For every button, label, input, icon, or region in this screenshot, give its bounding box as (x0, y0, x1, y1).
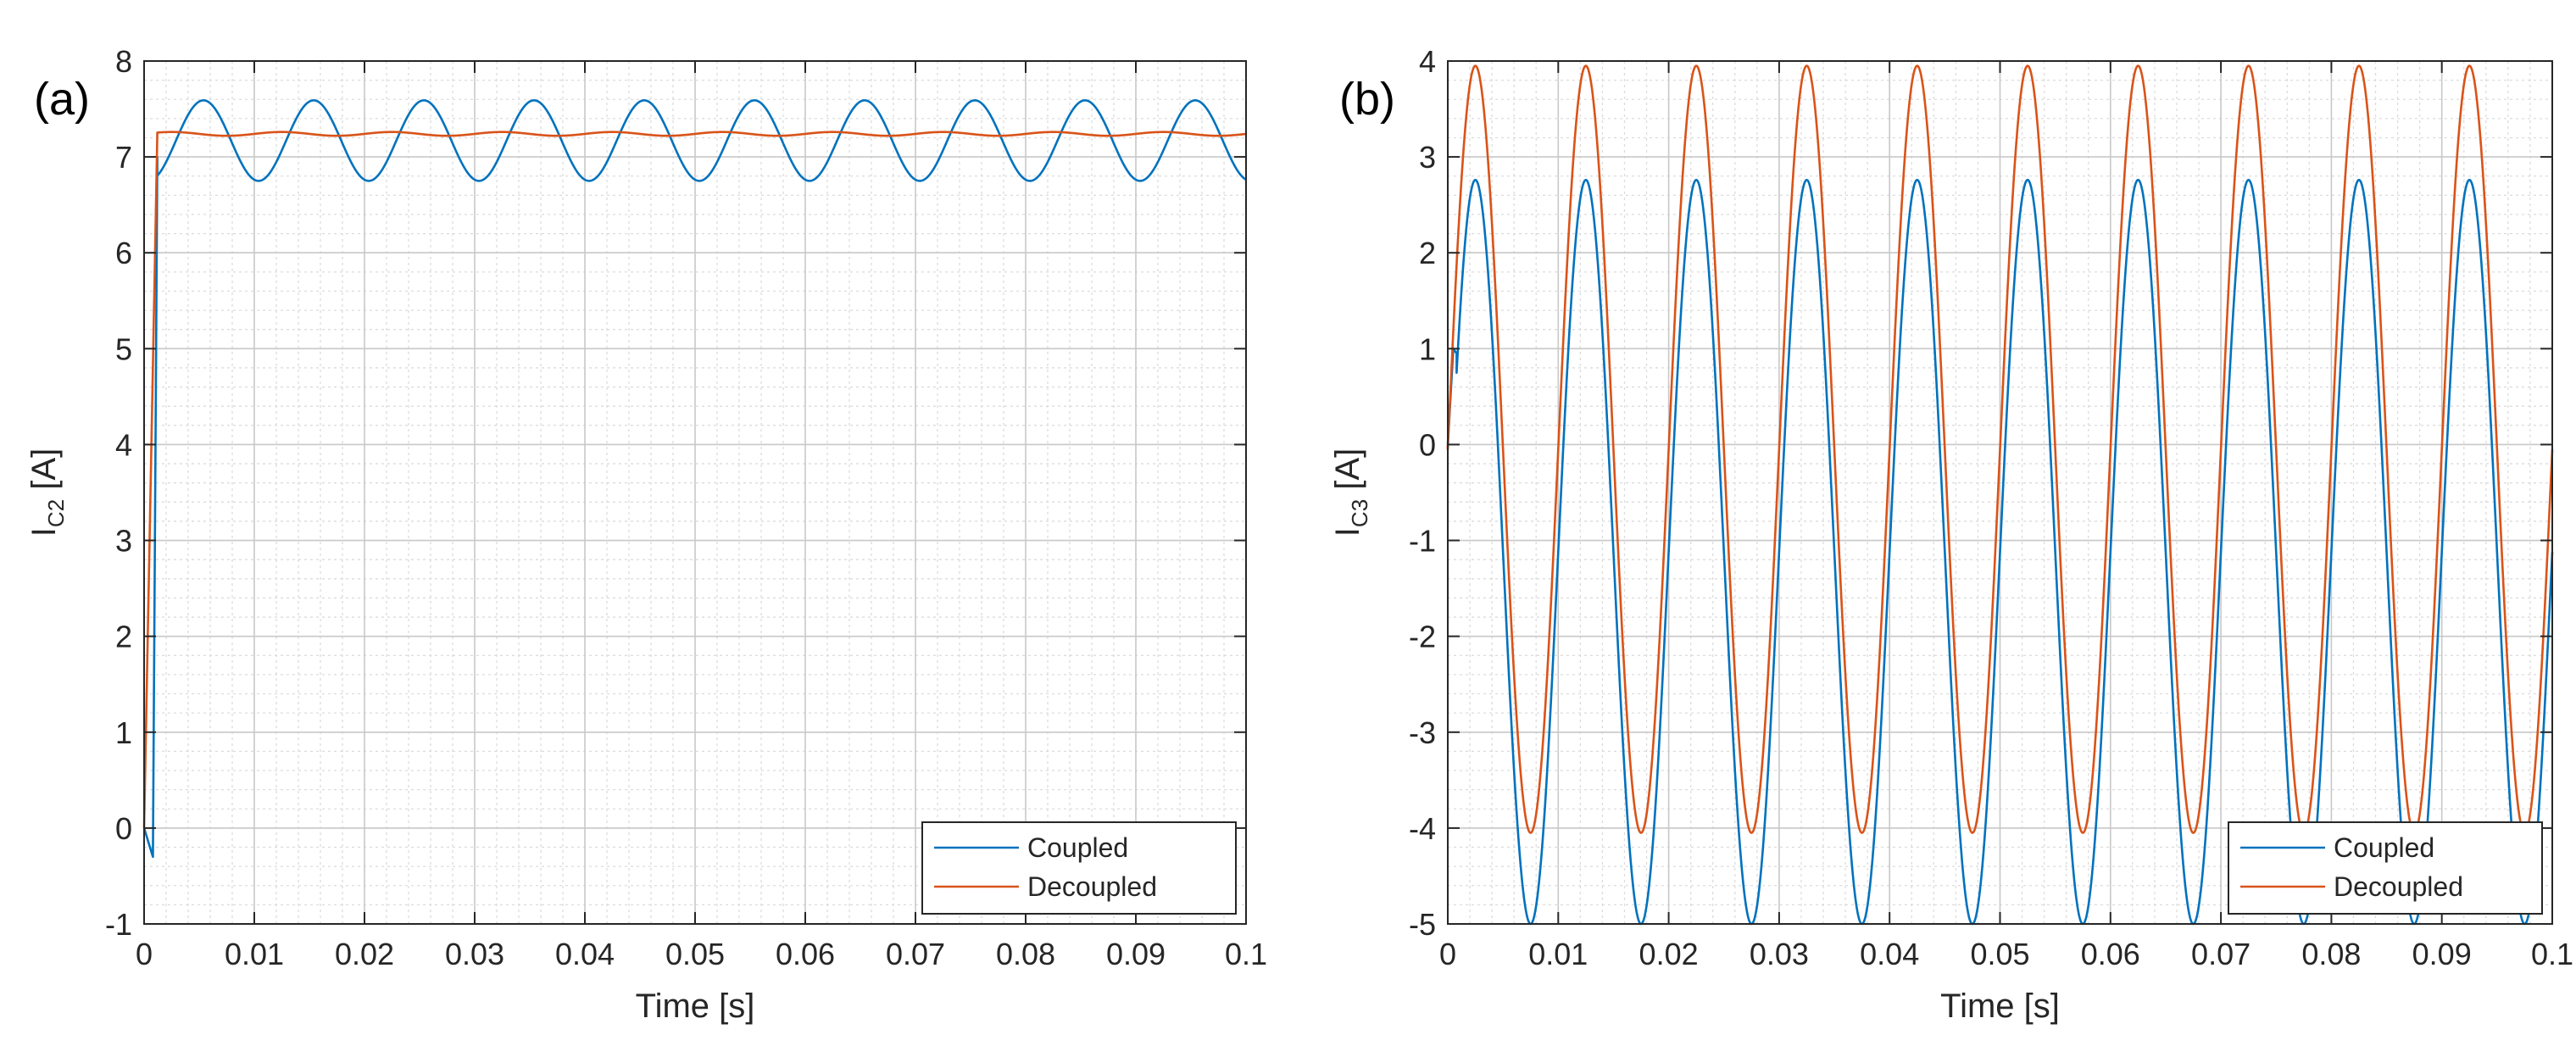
panel-label: (a) (34, 74, 90, 125)
y-tick-label: -2 (1409, 620, 1436, 654)
y-axis-label-subscript: C2 (43, 499, 69, 527)
series-layer (1446, 64, 2554, 926)
x-tick-label: 0.06 (2081, 937, 2140, 971)
y-tick-label: 0 (115, 811, 132, 846)
panel-a: 0 0.01 0.02 0.03 0.04 0.05 0.06 0.07 0.08 0.09 0.1… (25, 44, 1267, 1025)
y-axis-label-unit: [A] (25, 448, 63, 499)
legend-box (921, 821, 1237, 915)
y-axis-label: IC3 [A] (1329, 448, 1372, 537)
x-tick-label: 0.07 (886, 937, 945, 971)
x-tick-label: 0.01 (1528, 937, 1588, 971)
y-axis-label: IC2 [A] (25, 448, 69, 537)
x-tick-label: 0.01 (225, 937, 284, 971)
series-coupled-line (142, 99, 1247, 859)
y-tick-label: 1 (1419, 331, 1436, 366)
y-tick-label: 5 (115, 331, 132, 366)
y-tick-label: -4 (1409, 811, 1436, 846)
series-coupled-line (1446, 178, 2554, 926)
legend-label-coupled: Coupled (1027, 832, 1128, 863)
x-tick-label: 0.08 (2301, 937, 2361, 971)
y-tick-label: 6 (115, 236, 132, 270)
y-tick-label: 2 (115, 620, 132, 654)
y-axis-label-subscript: C3 (1347, 499, 1372, 527)
legend-label-decoupled: Decoupled (1027, 871, 1157, 902)
x-tick-labels: 0 0.01 0.02 0.03 0.04 0.05 0.06 0.07 0.08 0.09 0.1 (1439, 937, 2573, 971)
panel-b: 0 0.01 0.02 0.03 0.04 0.05 0.06 0.07 0.08 0.09 0.1… (1329, 44, 2573, 1025)
x-tick-label: 0 (136, 937, 153, 971)
y-tick-labels: -5 -4 -3 -2 -1 0 1 2 3 4 (1409, 44, 1436, 942)
x-tick-label: 0.08 (996, 937, 1055, 971)
y-tick-label: -1 (105, 907, 132, 942)
minor-grid (144, 61, 1246, 924)
y-tick-labels: -1 0 1 2 3 4 5 6 7 8 (105, 44, 132, 942)
legend: Coupled Decoupled (2228, 821, 2543, 915)
series-decoupled-line (1446, 64, 2554, 834)
legend-label-coupled: Coupled (2334, 832, 2434, 863)
x-tick-label: 0.02 (335, 937, 394, 971)
x-axis-label: Time [s] (636, 988, 755, 1025)
major-grid (1447, 60, 2553, 925)
x-tick-label: 0.05 (1970, 937, 2029, 971)
x-tick-label: 0.05 (665, 937, 725, 971)
x-tick-label: 0.1 (1225, 937, 1267, 971)
y-tick-label: 3 (1419, 140, 1436, 175)
x-tick-label: 0.03 (1750, 937, 1809, 971)
y-tick-label: 3 (115, 524, 132, 559)
legend-box (2228, 821, 2543, 915)
y-tick-label: 8 (115, 44, 132, 79)
x-tick-label: 0.04 (1860, 937, 1919, 971)
panel-label: (b) (1339, 74, 1395, 125)
y-axis-label-main: I (1329, 527, 1366, 537)
x-tick-label: 0.06 (776, 937, 835, 971)
x-tick-label: 0.03 (445, 937, 504, 971)
x-tick-label: 0.09 (2412, 937, 2472, 971)
y-axis-label-unit: [A] (1329, 448, 1366, 499)
x-tick-label: 0.09 (1106, 937, 1166, 971)
y-tick-label: 2 (1419, 236, 1436, 270)
y-tick-label: 4 (1419, 44, 1436, 79)
y-tick-label: 1 (115, 715, 132, 750)
legend: Coupled Decoupled (921, 821, 1237, 915)
x-tick-label: 0.1 (2531, 937, 2573, 971)
y-tick-label: -1 (1409, 524, 1436, 559)
legend-label-decoupled: Decoupled (2334, 871, 2463, 902)
x-tick-label: 0.02 (1639, 937, 1699, 971)
series-layer (142, 99, 1247, 859)
x-axis-label: Time [s] (1940, 988, 2060, 1025)
y-tick-label: -5 (1409, 907, 1436, 942)
x-tick-label: 0.04 (555, 937, 615, 971)
y-axis-label-main: I (25, 527, 63, 537)
y-tick-label: 4 (115, 427, 132, 462)
tick-marks (1447, 60, 2553, 925)
y-tick-label: 0 (1419, 427, 1436, 462)
x-tick-label: 0.07 (2191, 937, 2251, 971)
x-tick-labels: 0 0.01 0.02 0.03 0.04 0.05 0.06 0.07 0.08 0.09 0.1 (136, 937, 1267, 971)
tick-marks (143, 60, 1247, 925)
x-tick-label: 0 (1439, 937, 1456, 971)
series-decoupled-line (142, 131, 1247, 828)
y-tick-label: -3 (1409, 715, 1436, 750)
y-tick-label: 7 (115, 140, 132, 175)
